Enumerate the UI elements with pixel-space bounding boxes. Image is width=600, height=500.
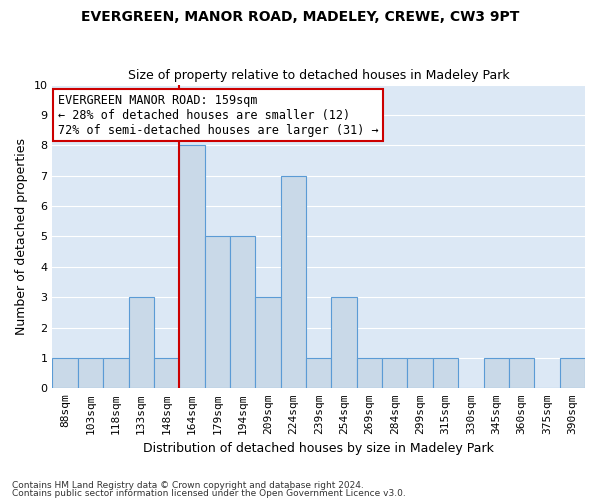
- Bar: [128, 297, 154, 388]
- Text: EVERGREEN MANOR ROAD: 159sqm
← 28% of detached houses are smaller (12)
72% of se: EVERGREEN MANOR ROAD: 159sqm ← 28% of de…: [58, 94, 379, 136]
- Text: Contains public sector information licensed under the Open Government Licence v3: Contains public sector information licen…: [12, 489, 406, 498]
- Bar: [357, 358, 382, 388]
- Bar: [560, 358, 585, 388]
- Bar: [484, 358, 509, 388]
- X-axis label: Distribution of detached houses by size in Madeley Park: Distribution of detached houses by size …: [143, 442, 494, 455]
- Bar: [103, 358, 128, 388]
- Bar: [281, 176, 306, 388]
- Bar: [154, 358, 179, 388]
- Bar: [256, 297, 281, 388]
- Bar: [331, 297, 357, 388]
- Text: Contains HM Land Registry data © Crown copyright and database right 2024.: Contains HM Land Registry data © Crown c…: [12, 480, 364, 490]
- Bar: [407, 358, 433, 388]
- Bar: [509, 358, 534, 388]
- Bar: [78, 358, 103, 388]
- Bar: [52, 358, 78, 388]
- Bar: [230, 236, 256, 388]
- Bar: [382, 358, 407, 388]
- Bar: [306, 358, 331, 388]
- Text: EVERGREEN, MANOR ROAD, MADELEY, CREWE, CW3 9PT: EVERGREEN, MANOR ROAD, MADELEY, CREWE, C…: [81, 10, 519, 24]
- Bar: [433, 358, 458, 388]
- Bar: [179, 146, 205, 388]
- Y-axis label: Number of detached properties: Number of detached properties: [15, 138, 28, 335]
- Title: Size of property relative to detached houses in Madeley Park: Size of property relative to detached ho…: [128, 69, 509, 82]
- Bar: [205, 236, 230, 388]
